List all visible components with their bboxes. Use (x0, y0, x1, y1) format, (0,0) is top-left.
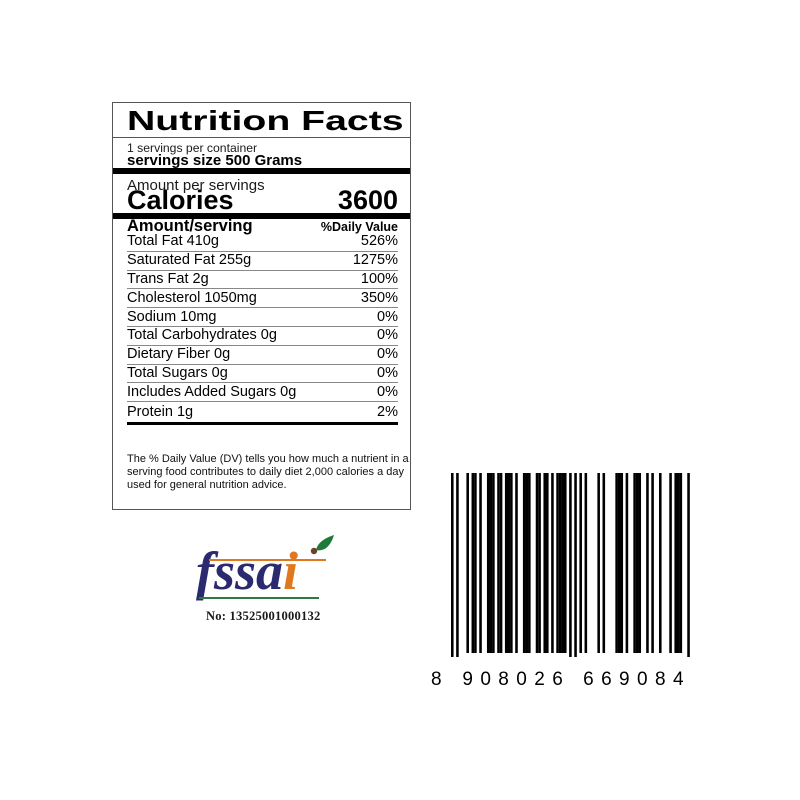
svg-text:0: 0 (516, 669, 527, 690)
svg-text:8: 8 (431, 669, 442, 690)
svg-text:0: 0 (637, 669, 648, 690)
svg-text:8: 8 (498, 669, 509, 690)
svg-text:0: 0 (480, 669, 491, 690)
svg-text:8: 8 (655, 669, 666, 690)
svg-text:6: 6 (583, 669, 594, 690)
svg-text:2: 2 (534, 669, 545, 690)
svg-text:4: 4 (673, 669, 684, 690)
svg-text:6: 6 (552, 669, 563, 690)
svg-text:9: 9 (462, 669, 473, 690)
svg-text:9: 9 (619, 669, 630, 690)
svg-text:6: 6 (601, 669, 612, 690)
